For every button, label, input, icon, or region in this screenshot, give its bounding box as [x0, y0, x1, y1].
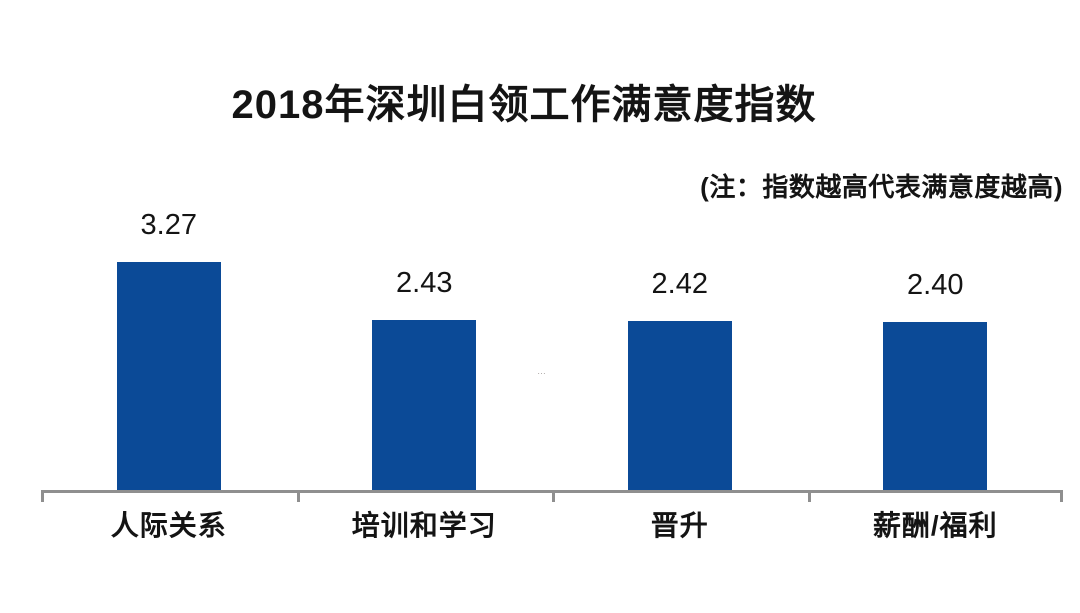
value-label: 2.42 [651, 268, 708, 301]
bar [627, 321, 732, 490]
category-labels-row: 人际关系 培训和学习 晋升 薪酬/福利 [41, 504, 1063, 544]
value-label: 2.43 [396, 267, 453, 300]
bars-row: 3.27 2.43 2.42 2.40 [41, 0, 1063, 490]
bar [116, 261, 221, 490]
category-label: 培训和学习 [351, 510, 497, 541]
category-label: 薪酬/福利 [872, 510, 998, 541]
category-label: 人际关系 [110, 510, 227, 541]
value-label: 3.27 [140, 208, 197, 241]
value-label: 2.40 [907, 269, 964, 302]
bar-group: 2.40 [808, 271, 1064, 490]
bar-group: 2.42 [552, 270, 808, 490]
bar-group: 2.43 [297, 269, 553, 490]
category-label: 晋升 [650, 510, 709, 541]
chart-note: (注：指数越高代表满意度越高) [700, 172, 1063, 202]
x-axis-line [41, 490, 1063, 502]
axis-tick [552, 490, 555, 502]
axis-tick [807, 490, 811, 502]
watermark: … [537, 366, 547, 376]
axis-tick [41, 490, 44, 502]
bar-group: 3.27 [41, 208, 297, 490]
axis-tick [1060, 490, 1063, 502]
bar [883, 322, 988, 490]
bar [372, 320, 477, 490]
axis-tick [296, 490, 300, 502]
chart-title: 2018年深圳白领工作满意度指数 [231, 83, 817, 127]
